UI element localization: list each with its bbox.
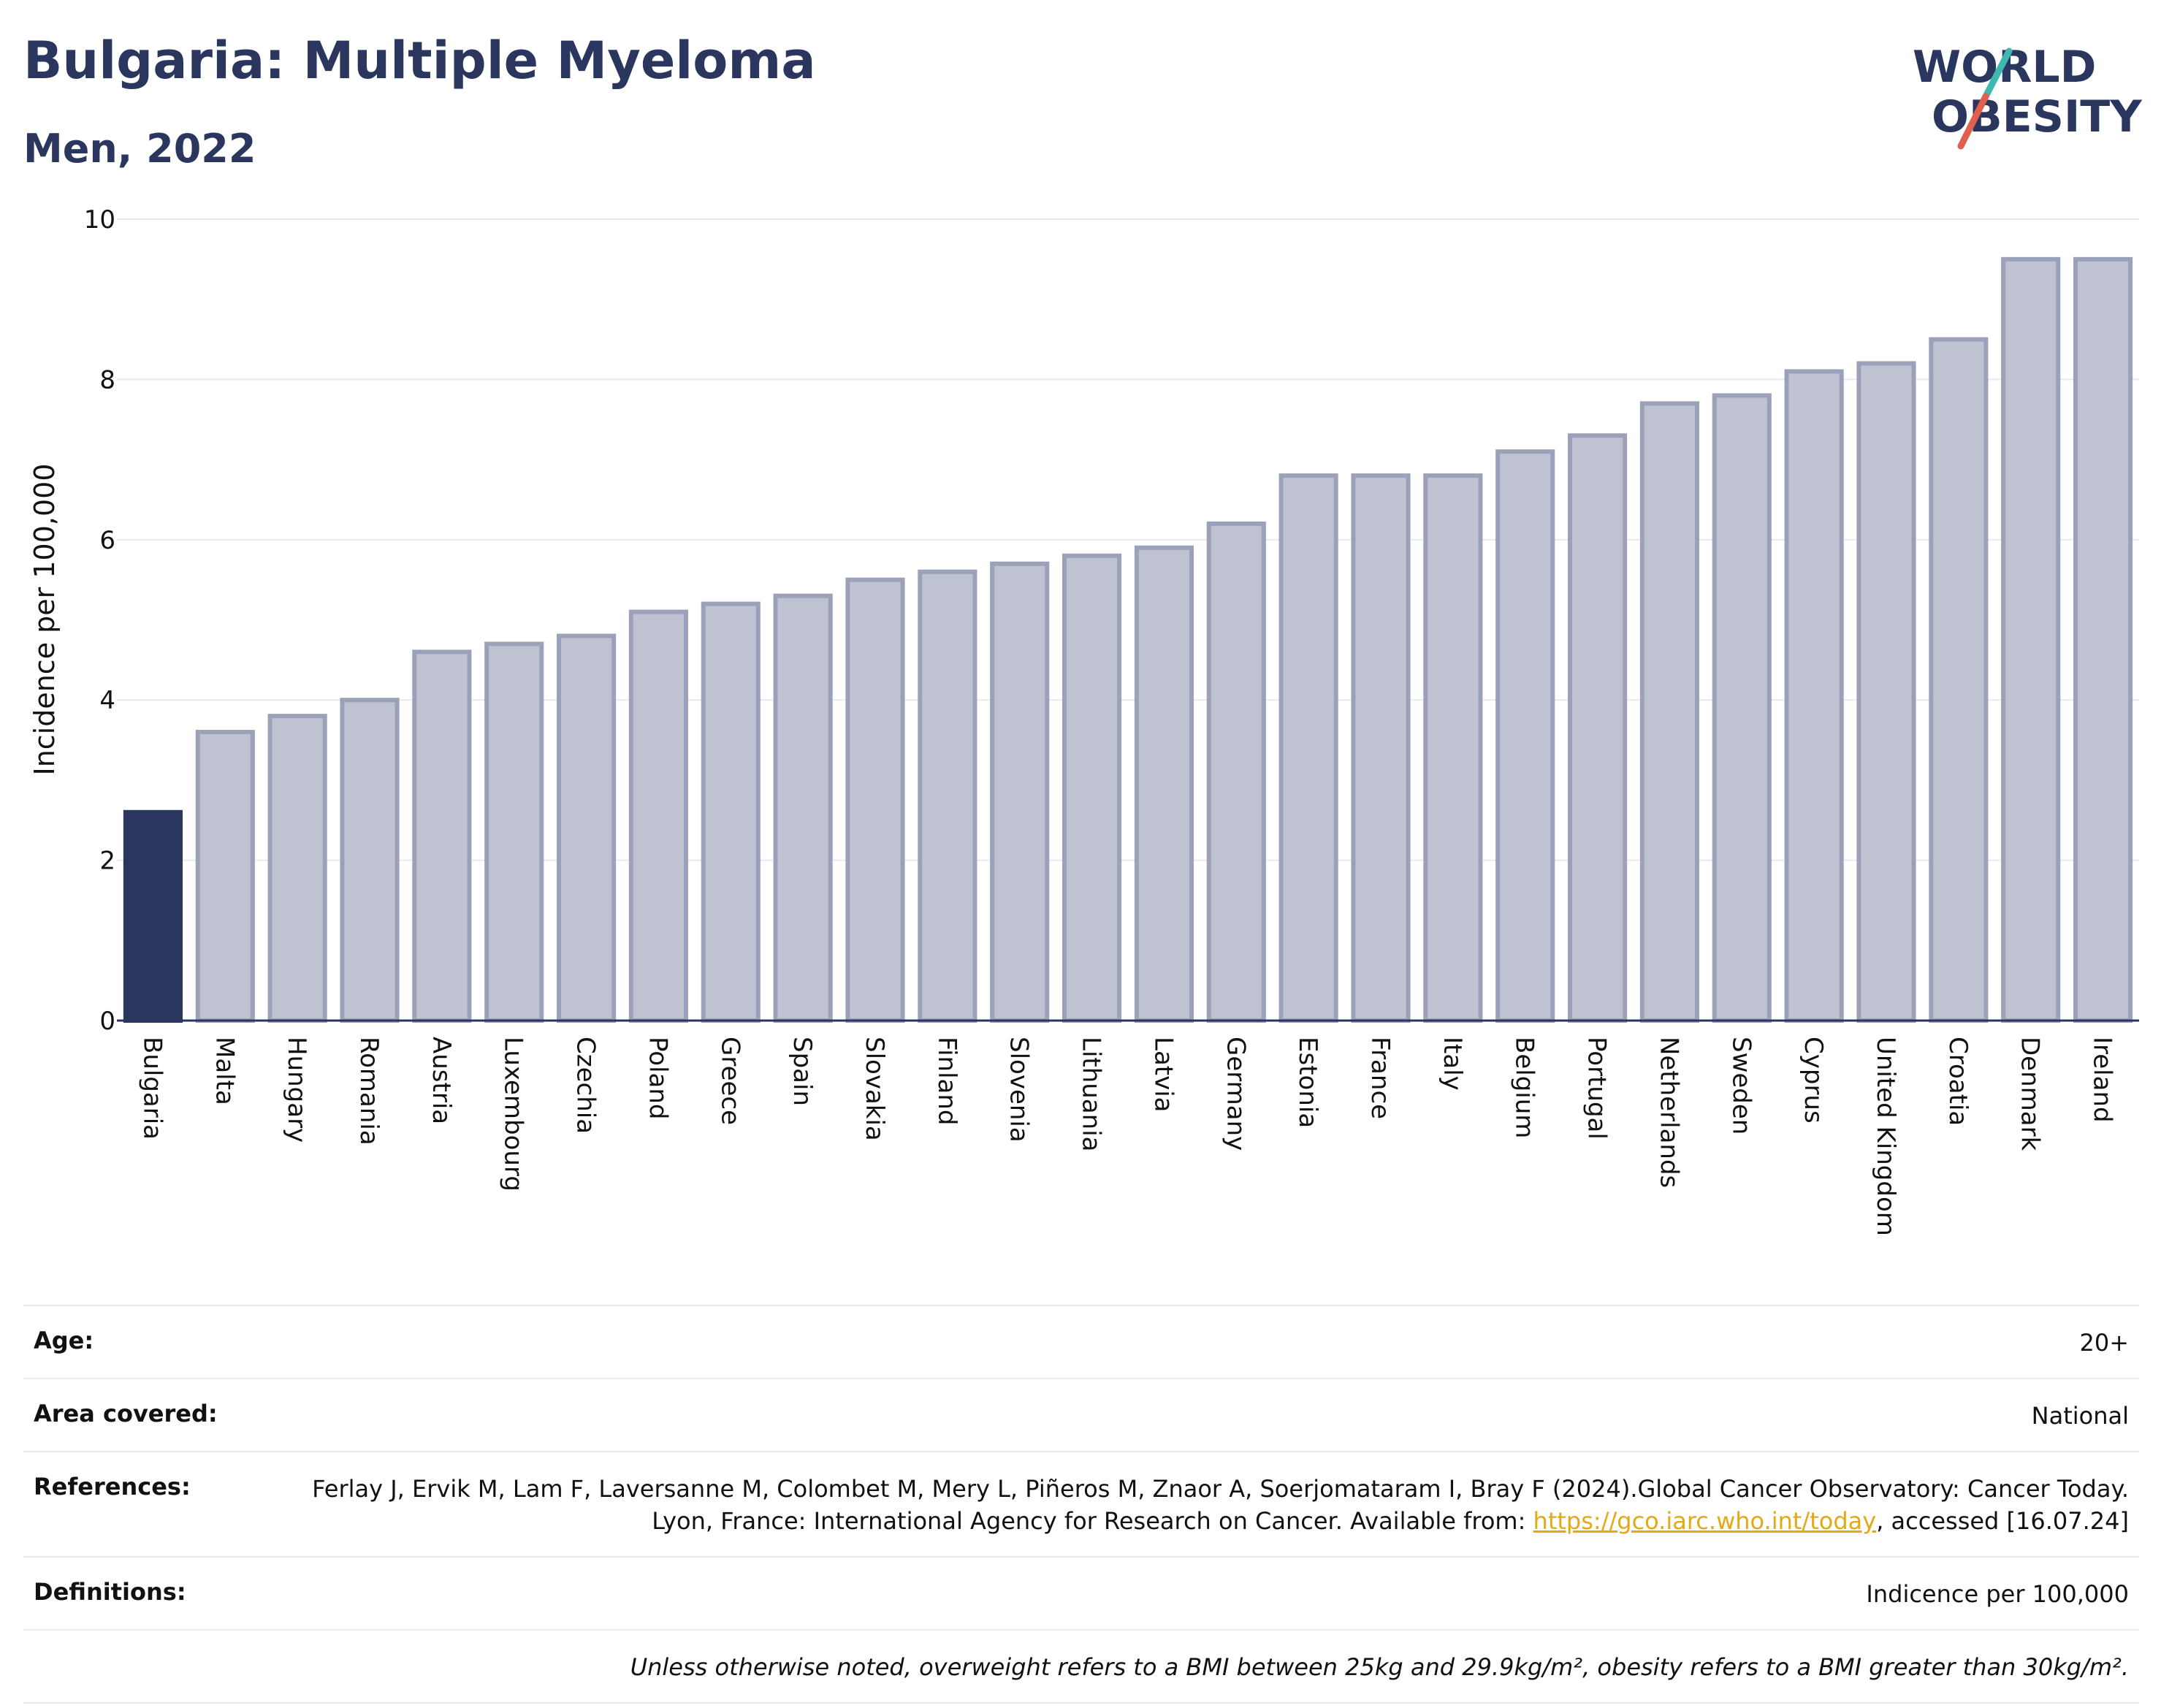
x-tick-label: France (1365, 1037, 1395, 1119)
info-row-definitions: Definitions: Indicence per 100,000 (23, 1556, 2139, 1629)
info-row-references: References: Ferlay J, Ervik M, Lam F, La… (23, 1451, 2139, 1556)
bar-germany[interactable] (1206, 521, 1266, 1023)
x-tick-label: Bulgaria (137, 1037, 167, 1140)
x-tick-label: Slovakia (860, 1037, 889, 1141)
x-tick-label: Denmark (2016, 1037, 2045, 1151)
x-tick-label: Lithuania (1077, 1037, 1106, 1151)
x-tick-label: Sweden (1726, 1037, 1756, 1135)
bar-poland[interactable] (628, 609, 688, 1023)
y-tick-label: 8 (99, 365, 115, 394)
bar-luxembourg[interactable] (484, 641, 544, 1023)
bar-ireland[interactable] (2073, 256, 2133, 1023)
logo-slash-red (1957, 93, 1989, 150)
page-subtitle: Men, 2022 (23, 126, 256, 172)
bar-netherlands[interactable] (1639, 401, 1699, 1023)
x-tick-label: Romania (354, 1037, 384, 1145)
bar-croatia[interactable] (1929, 337, 1989, 1023)
bar-austria[interactable] (412, 649, 472, 1023)
x-tick-label: Estonia (1293, 1037, 1322, 1128)
x-tick-label: Poland (643, 1037, 672, 1120)
x-tick-label: Ireland (2088, 1037, 2117, 1123)
references-label: References: (34, 1473, 191, 1501)
bar-lithuania[interactable] (1062, 553, 1122, 1023)
bar-cyprus[interactable] (1784, 369, 1844, 1023)
references-value: Ferlay J, Ervik M, Lam F, Laversanne M, … (288, 1473, 2129, 1537)
x-tick-label: Croatia (1943, 1037, 1973, 1126)
x-tick-label: Czechia (571, 1037, 601, 1134)
x-tick-label: Netherlands (1654, 1037, 1683, 1188)
bar-slovakia[interactable] (845, 577, 905, 1023)
area-label: Area covered: (34, 1400, 218, 1427)
x-tick-label: United Kingdom (1871, 1037, 1900, 1236)
bar-finland[interactable] (918, 569, 977, 1023)
area-value: National (2031, 1402, 2129, 1430)
definitions-label: Definitions: (34, 1578, 186, 1606)
info-table: Age: 20+ Area covered: National Referenc… (23, 1305, 2139, 1704)
x-tick-label: Latvia (1148, 1037, 1178, 1113)
bar-denmark[interactable] (2001, 256, 2061, 1023)
bar-slovenia[interactable] (990, 561, 1050, 1023)
x-tick-label: Germany (1221, 1037, 1250, 1151)
info-row-note: Unless otherwise noted, overweight refer… (23, 1629, 2139, 1704)
age-value: 20+ (2079, 1329, 2129, 1357)
bar-belgium[interactable] (1495, 449, 1555, 1023)
x-tick-label: Belgium (1510, 1037, 1539, 1138)
bar-latvia[interactable] (1134, 545, 1194, 1023)
bar-bulgaria[interactable] (123, 809, 183, 1023)
y-tick-label: 2 (99, 847, 115, 876)
x-tick-label: Austria (427, 1037, 456, 1124)
bar-italy[interactable] (1423, 473, 1483, 1023)
logo-slash-teal (1982, 47, 2013, 100)
definitions-value: Indicence per 100,000 (1866, 1580, 2129, 1608)
bar-czechia[interactable] (557, 633, 617, 1023)
x-tick-label: Malta (210, 1037, 239, 1105)
bmi-note: Unless otherwise noted, overweight refer… (630, 1653, 2129, 1681)
bar-france[interactable] (1351, 473, 1411, 1023)
page-title: Bulgaria: Multiple Myeloma (23, 31, 816, 91)
bar-romania[interactable] (340, 698, 400, 1023)
bar-chart: 0 2 4 6 8 10 Bulgaria Malta Hungary Romania Austr… (28, 205, 2139, 1236)
world-obesity-logo: WORLD OBESITY (1913, 42, 2143, 150)
bar-united-kingdom[interactable] (1856, 361, 1916, 1023)
x-tick-labels: Bulgaria Malta Hungary Romania Austria Luxemb… (137, 1037, 2116, 1236)
x-tick-label: Portugal (1582, 1037, 1612, 1140)
bar-sweden[interactable] (1712, 393, 1772, 1023)
references-text: Ferlay J, Ervik M, Lam F, Laversanne M, … (312, 1475, 2129, 1535)
y-tick-label: 10 (84, 205, 115, 235)
bar-portugal[interactable] (1568, 433, 1628, 1023)
y-tick-label: 0 (99, 1007, 115, 1036)
references-link[interactable]: https://gco.iarc.who.int/today (1533, 1507, 1877, 1535)
y-axis-label: Incidence per 100,000 (28, 463, 61, 775)
bar-estonia[interactable] (1278, 473, 1338, 1023)
logo-line1: WORLD (1913, 42, 2096, 93)
bar-malta[interactable] (195, 730, 255, 1023)
x-tick-label: Greece (715, 1037, 744, 1125)
age-label: Age: (34, 1327, 94, 1354)
x-tick-label: Finland (932, 1037, 961, 1126)
x-tick-label: Spain (788, 1037, 817, 1106)
info-row-area: Area covered: National (23, 1378, 2139, 1451)
info-row-age: Age: 20+ (23, 1305, 2139, 1378)
x-tick-label: Hungary (282, 1037, 311, 1143)
bars (123, 256, 2133, 1023)
x-tick-label: Luxembourg (499, 1037, 528, 1192)
x-tick-label: Slovenia (1005, 1037, 1034, 1143)
x-tick-label: Cyprus (1799, 1037, 1828, 1124)
bar-hungary[interactable] (267, 714, 327, 1023)
bar-greece[interactable] (701, 601, 761, 1023)
x-tick-label: Italy (1438, 1037, 1467, 1091)
references-suffix: , accessed [16.07.24] (1876, 1507, 2129, 1535)
y-tick-labels: 0 2 4 6 8 10 (84, 205, 115, 1036)
bar-spain[interactable] (773, 593, 833, 1023)
y-tick-label: 4 (99, 686, 115, 715)
y-tick-label: 6 (99, 526, 115, 555)
